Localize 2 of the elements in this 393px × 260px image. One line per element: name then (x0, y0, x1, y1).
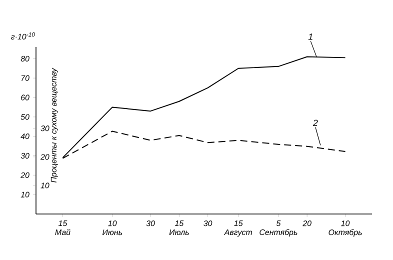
annotation: 2 (312, 120, 318, 126)
annotation: 1 (308, 34, 312, 40)
